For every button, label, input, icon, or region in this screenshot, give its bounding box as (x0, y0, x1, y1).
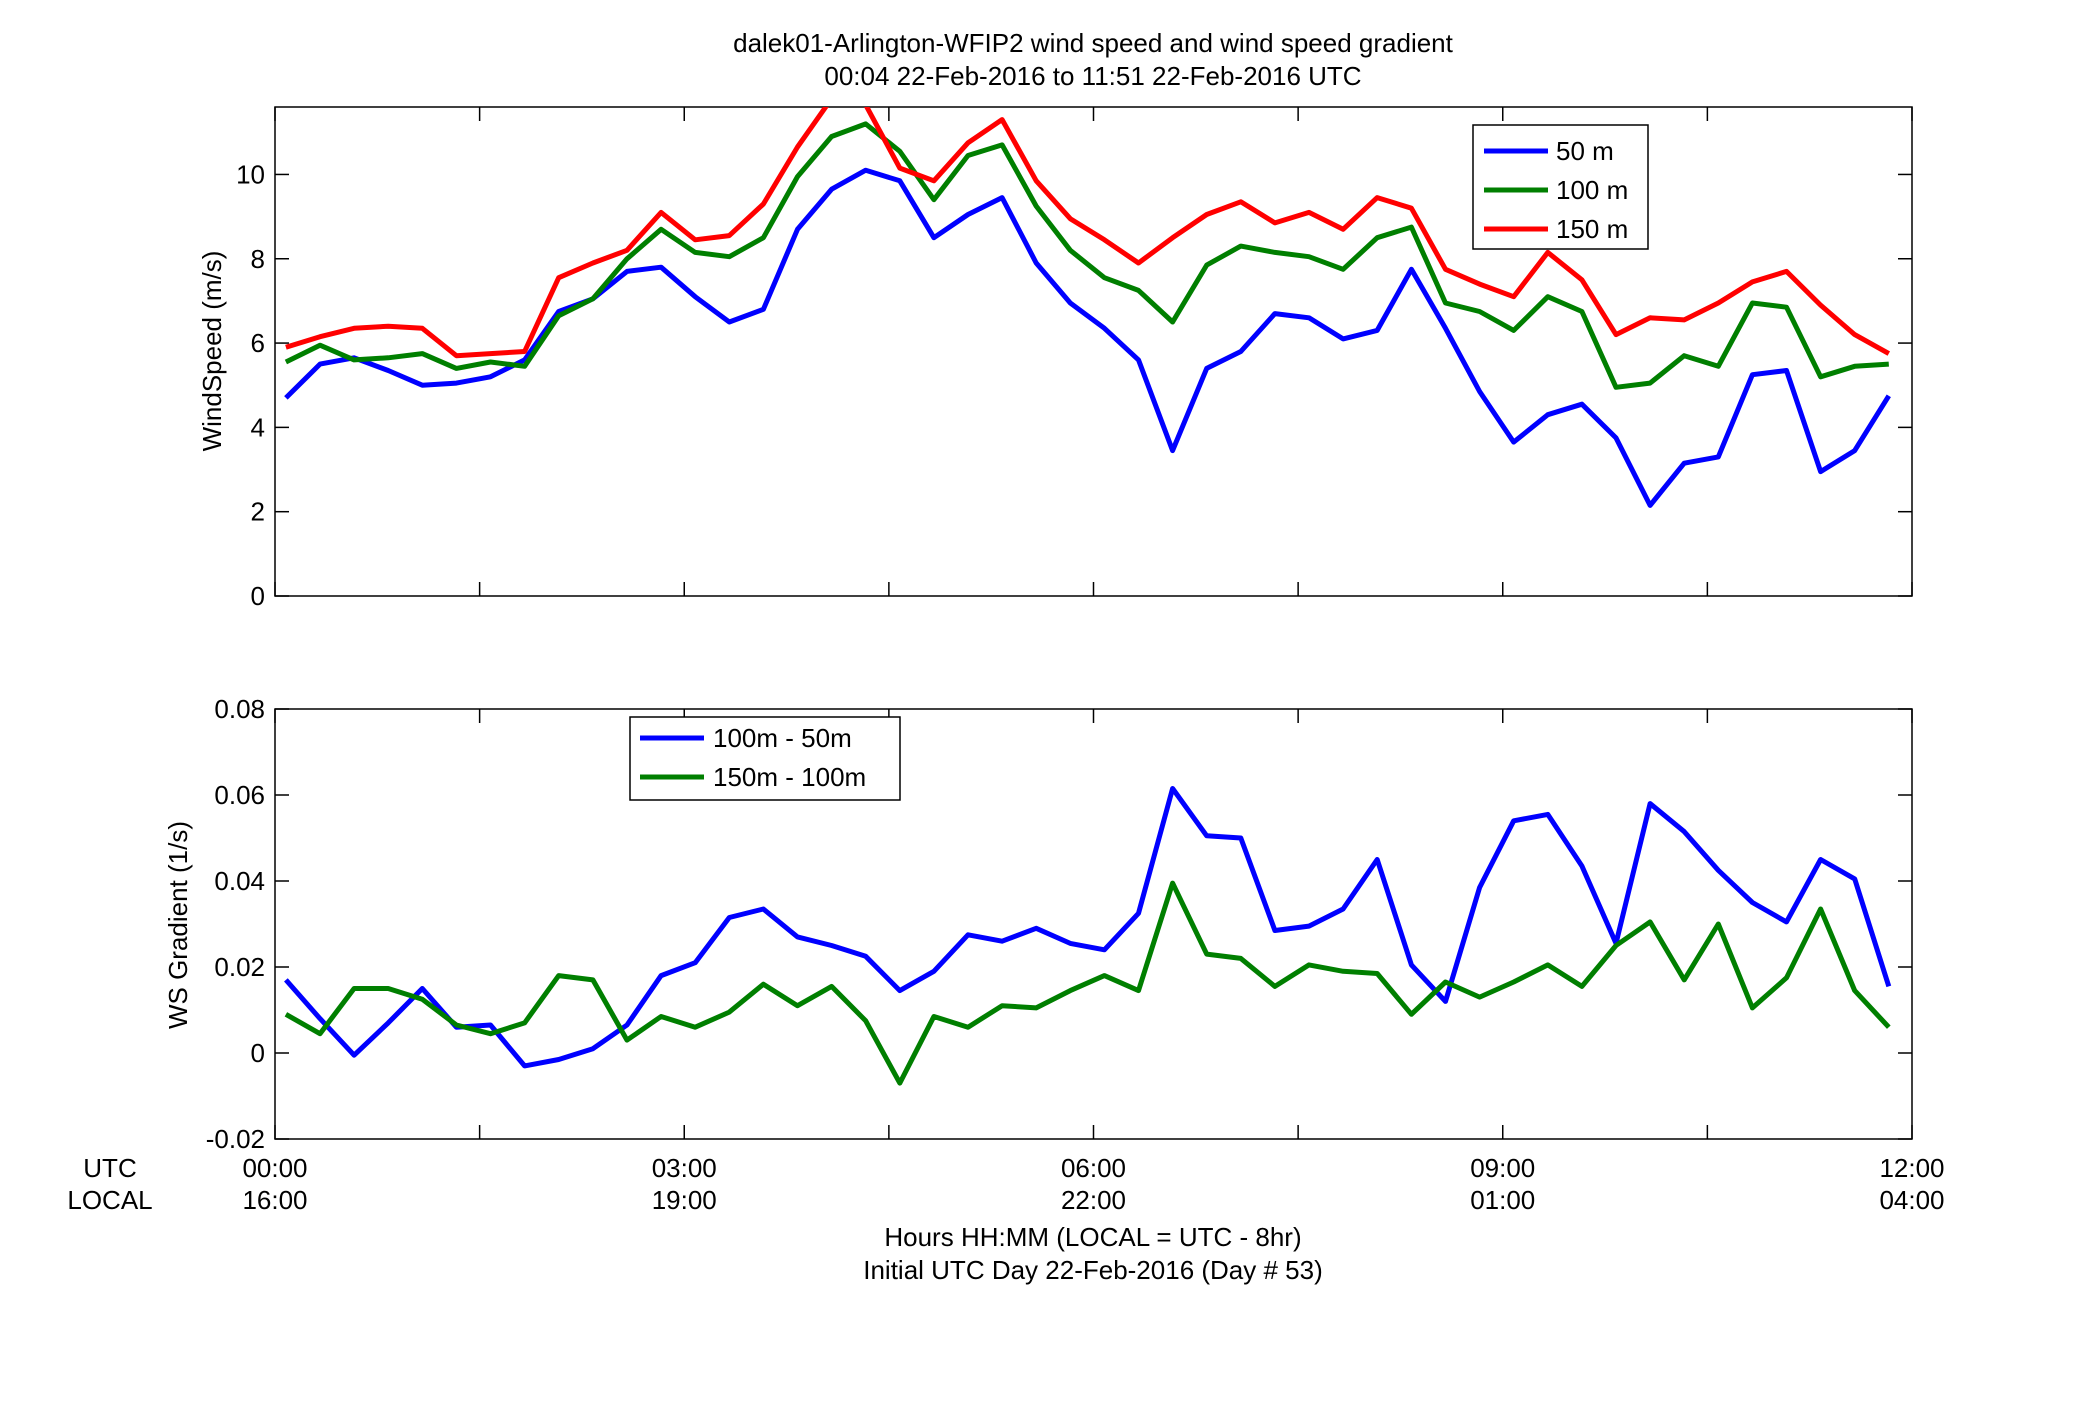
windspeed-ylabel: WindSpeed (m/s) (197, 251, 227, 452)
legend-label-150m: 150 m (1556, 214, 1628, 244)
gradient-legend: 100m - 50m 150m - 100m (629, 716, 901, 801)
windspeed-ytick-label: 8 (251, 244, 265, 274)
gradient-plot-area (274, 708, 1913, 1140)
windspeed-series (284, 107, 1891, 508)
series-line-50-m (284, 167, 1891, 508)
chart-title-line2: 00:04 22-Feb-2016 to 11:51 22-Feb-2016 U… (824, 61, 1361, 91)
local-row-label: LOCAL (67, 1185, 152, 1215)
x-tick-label-local: 19:00 (652, 1185, 717, 1215)
series-line-150-m (285, 107, 1891, 359)
gradient-ytick-label: 0.04 (214, 866, 265, 896)
utc-row-label: UTC (83, 1153, 136, 1183)
x-tick-label-utc: 12:00 (1879, 1153, 1944, 1183)
windspeed-legend: 50 m 100 m 150 m (1472, 124, 1649, 250)
xaxis-label-line1: Hours HH:MM (LOCAL = UTC - 8hr) (884, 1222, 1301, 1252)
gradient-ytick-label: -0.02 (206, 1124, 265, 1154)
gradient-series (284, 786, 1892, 1086)
gradient-ytick-label: 0.08 (214, 694, 265, 724)
series-line-100m-50m (284, 786, 1892, 1069)
chart-title-line1: dalek01-Arlington-WFIP2 wind speed and w… (733, 28, 1454, 58)
x-tick-label-utc: 09:00 (1470, 1153, 1535, 1183)
windspeed-ytick-label: 6 (251, 328, 265, 358)
x-tick-label-local: 04:00 (1879, 1185, 1944, 1215)
gradient-ylabel: WS Gradient (1/s) (163, 821, 193, 1029)
gradient-legend-box (629, 716, 901, 801)
x-tick-label-local: 22:00 (1061, 1185, 1126, 1215)
windspeed-ytick-label: 10 (236, 159, 265, 189)
legend-label-50m: 50 m (1556, 136, 1614, 166)
x-tick-label-utc: 03:00 (652, 1153, 717, 1183)
x-tick-label-utc: 00:00 (242, 1153, 307, 1183)
windspeed-ytick-label: 4 (251, 412, 265, 442)
x-tick-label-utc: 06:00 (1061, 1153, 1126, 1183)
windspeed-ytick-label: 0 (251, 581, 265, 611)
windspeed-panel: 0 2 4 6 8 10 WindSpeed (m/s) 50 m 100 m 150 m (197, 106, 1913, 611)
series-line-100-m (284, 121, 1889, 390)
gradient-ytick-label: 0.06 (214, 780, 265, 810)
gradient-panel: -0.02 0 0.02 0.04 0.06 0.08 WS Gradient (1/s)… (163, 694, 1913, 1154)
x-tick-label-local: 01:00 (1470, 1185, 1535, 1215)
xaxis-label-line2: Initial UTC Day 22-Feb-2016 (Day # 53) (863, 1255, 1323, 1285)
legend-label-150m-100m: 150m - 100m (713, 762, 866, 792)
legend-label-100m-50m: 100m - 50m (713, 723, 852, 753)
gradient-ticks: -0.02 0 0.02 0.04 0.06 0.08 (206, 694, 1913, 1154)
gradient-ytick-label: 0.02 (214, 952, 265, 982)
windspeed-ticks: 0 2 4 6 8 10 (236, 107, 1913, 611)
legend-label-100m: 100 m (1556, 175, 1628, 205)
series-line-150m-100m (284, 880, 1891, 1086)
x-tick-label-local: 16:00 (242, 1185, 307, 1215)
windspeed-ytick-label: 2 (251, 497, 265, 527)
gradient-ytick-label: 0 (251, 1038, 265, 1068)
